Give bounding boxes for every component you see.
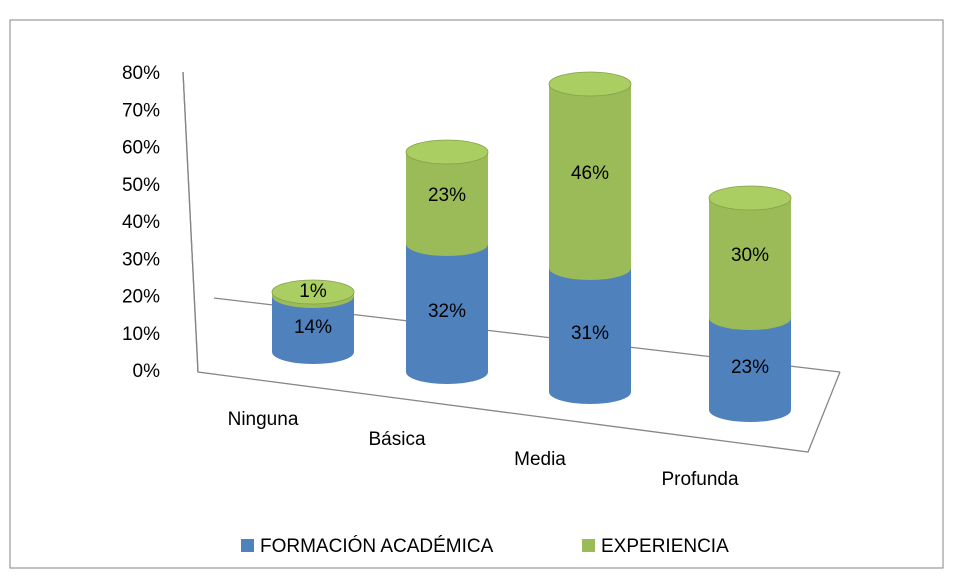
legend-swatch: [582, 539, 595, 552]
data-label: 30%: [731, 245, 769, 266]
x-tick-label: Ninguna: [228, 409, 299, 430]
data-label: 1%: [299, 281, 327, 302]
cylinder-top: [548, 71, 632, 97]
cylinder-segment: [406, 244, 488, 384]
cylinder-segment: [272, 296, 354, 364]
legend-label: FORMACIÓN ACADÉMICA: [260, 535, 494, 557]
cylinder-segment: [548, 71, 632, 280]
cylinder-side: [406, 244, 488, 384]
cylinder-segment: [709, 318, 791, 422]
data-label: 31%: [571, 323, 609, 344]
data-label: 46%: [571, 163, 609, 184]
legend-swatch: [241, 539, 254, 552]
cylinder-top: [405, 139, 489, 165]
cylinder-side: [549, 268, 631, 404]
y-tick-label: 50%: [122, 175, 160, 196]
cylinder-top: [708, 185, 792, 211]
data-label: 14%: [294, 317, 332, 338]
wall-edge: [182, 71, 199, 373]
data-label: 23%: [731, 357, 769, 378]
cylinder-side: [549, 84, 631, 280]
y-tick-label: 10%: [122, 324, 160, 345]
cylinder-side: [272, 296, 354, 364]
cylinder-segment: [405, 139, 489, 256]
y-tick-label: 80%: [122, 63, 160, 84]
data-label: 23%: [428, 185, 466, 206]
data-label: 32%: [428, 301, 466, 322]
y-tick-label: 70%: [122, 100, 160, 121]
cylinder-segment: [271, 279, 355, 308]
cylinder-side: [406, 152, 488, 256]
cylinder-segment: [549, 268, 631, 404]
cylinder-segment: [708, 185, 792, 330]
cylinder-top: [271, 279, 355, 305]
y-tick-label: 60%: [122, 138, 160, 159]
y-tick-label: 0%: [133, 361, 161, 382]
y-tick-label: 40%: [122, 212, 160, 233]
cylinder-side: [709, 318, 791, 422]
x-tick-label: Básica: [368, 429, 425, 450]
x-tick-label: Profunda: [661, 469, 739, 490]
legend-label: EXPERIENCIA: [601, 536, 729, 557]
y-tick-label: 30%: [122, 249, 160, 270]
y-tick-label: 20%: [122, 287, 160, 308]
cylinder-side: [709, 198, 791, 330]
x-tick-label: Media: [514, 449, 566, 470]
